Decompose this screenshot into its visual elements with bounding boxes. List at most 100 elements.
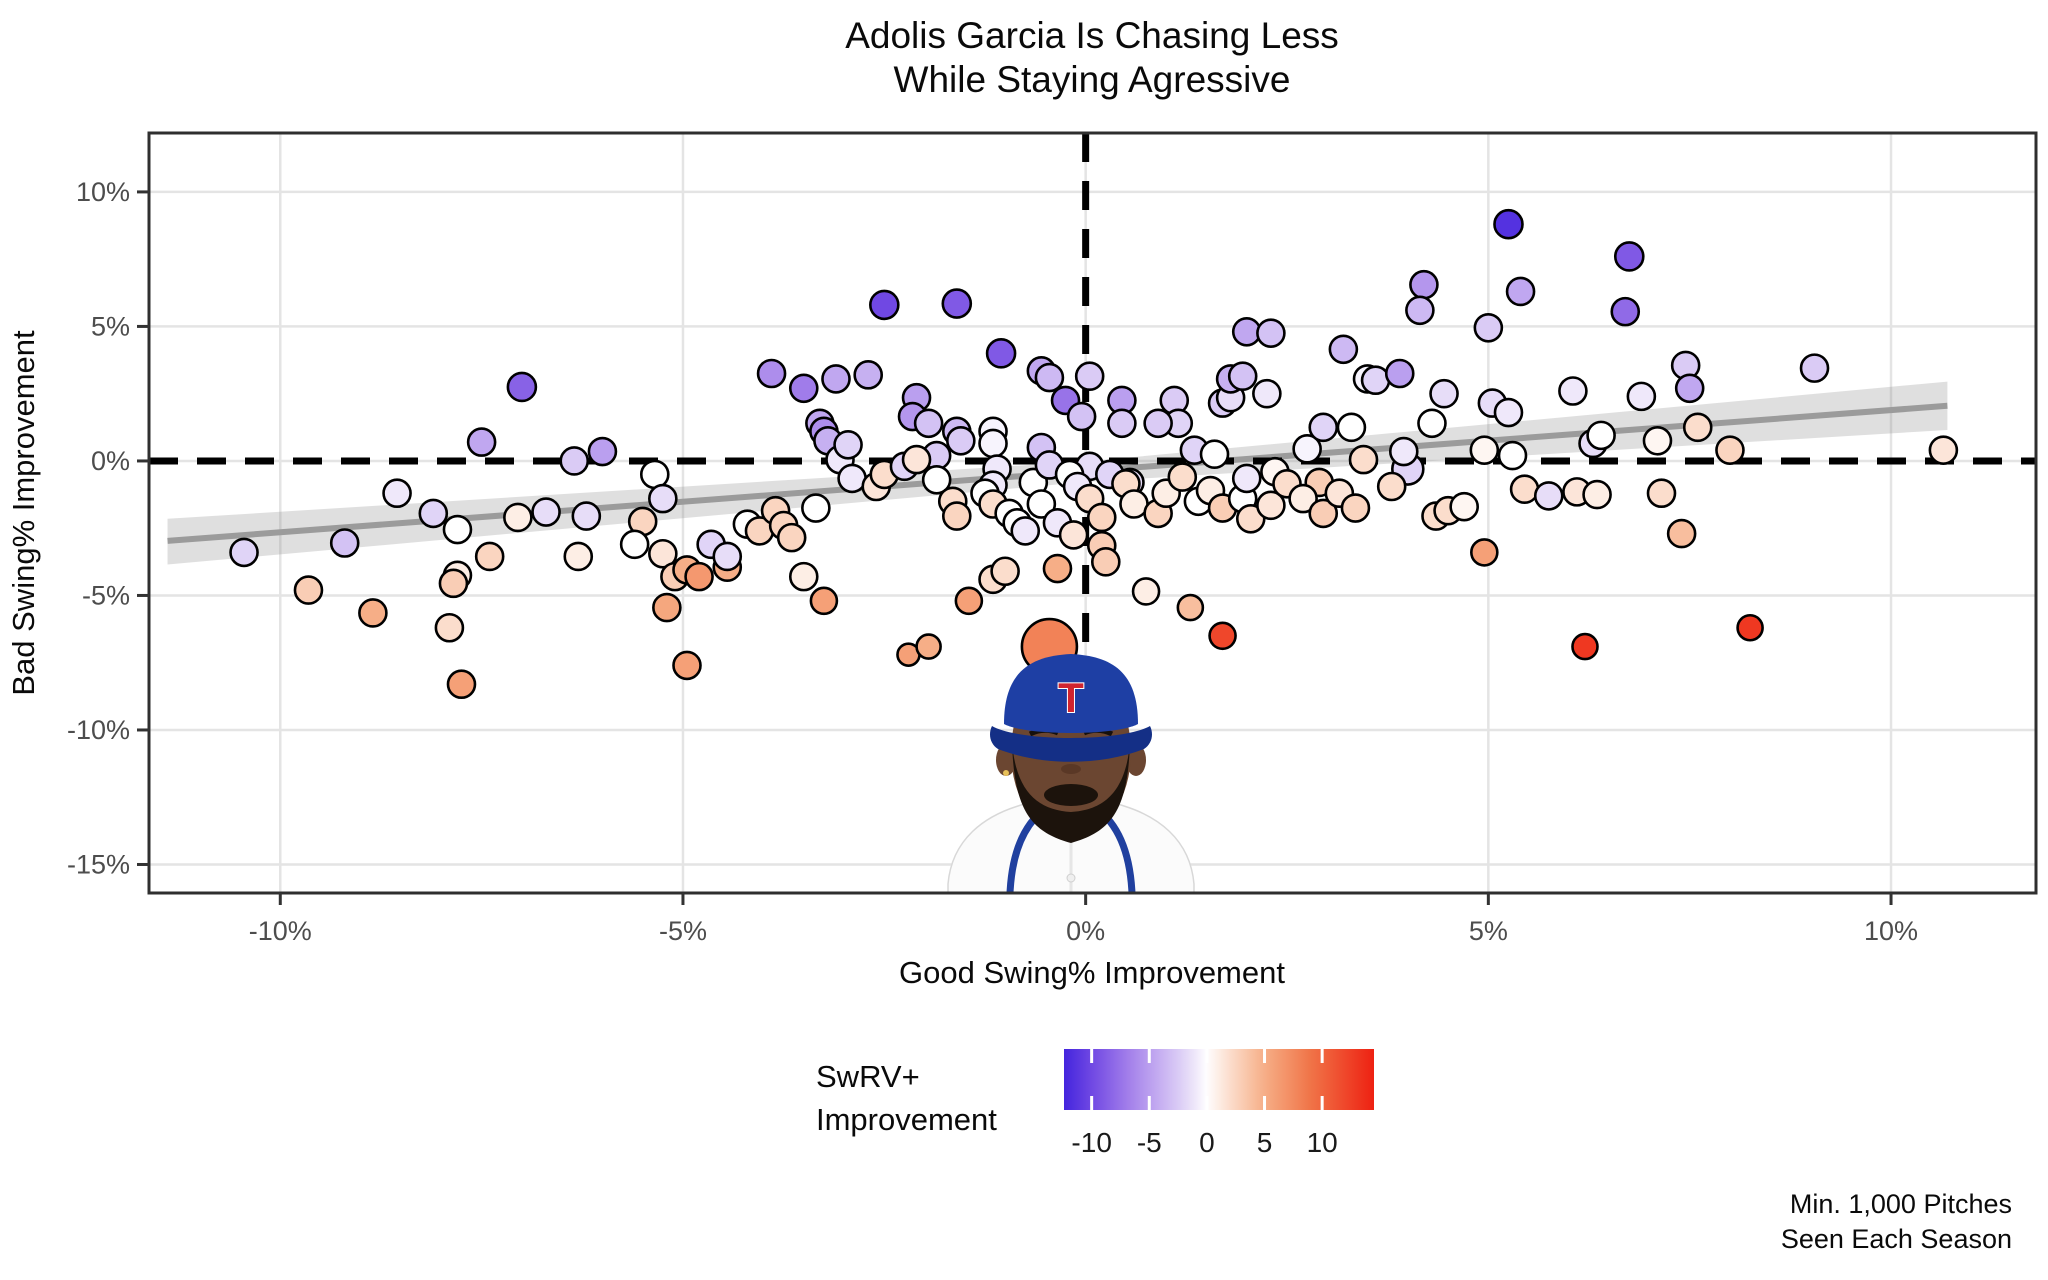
scatter-point — [833, 430, 863, 460]
scatter-point — [1928, 435, 1959, 465]
scatter-point — [684, 561, 714, 592]
scatter-point — [1199, 439, 1230, 470]
scatter-point — [978, 428, 1008, 459]
scatter-point — [1429, 378, 1459, 409]
scatter-point — [1405, 295, 1435, 326]
scatter-point — [990, 556, 1020, 587]
scatter-point — [1328, 334, 1359, 365]
scatter-point — [434, 612, 465, 643]
scatter-points — [229, 208, 1959, 700]
scatter-point — [446, 669, 477, 700]
plot-panel-border — [147, 131, 2038, 895]
scatter-point — [1308, 412, 1339, 443]
scatter-point — [1090, 547, 1121, 577]
chart-title-line1: Adolis Garcia Is Chasing Less — [845, 15, 1339, 56]
scatter-point — [466, 427, 497, 457]
scatter-point — [901, 444, 932, 475]
scatter-point — [1582, 479, 1612, 510]
cap-crown — [1004, 654, 1138, 733]
scatter-point — [869, 289, 900, 321]
scatter-point — [1231, 463, 1262, 494]
x-tick-label: -5% — [659, 916, 707, 946]
scatter-point — [913, 408, 944, 439]
y-tick-label: 10% — [76, 177, 130, 207]
scatter-point — [1066, 401, 1097, 432]
scatter-point — [1493, 208, 1524, 240]
scatter-point — [1336, 412, 1367, 443]
scatter-point — [229, 537, 259, 568]
scatter-point — [712, 541, 743, 572]
legend-tick-label: -5 — [1137, 1127, 1162, 1158]
scatter-point — [1107, 408, 1137, 439]
legend-tick-label: -10 — [1071, 1127, 1111, 1158]
axis-ticks: -10% -5% 0% 5% 10% 10% 5% 0% -5% -10% -15% — [67, 177, 1918, 946]
scatter-point — [293, 575, 324, 605]
x-tick-label: -10% — [249, 916, 312, 946]
scatter-point — [329, 528, 360, 558]
legend-title-line1: SwRV+ — [816, 1059, 920, 1094]
scatter-point — [985, 338, 1017, 369]
cap-brim — [990, 726, 1152, 762]
scatter-point — [1384, 358, 1415, 389]
scatter-point — [921, 464, 952, 495]
scatter-point — [652, 592, 682, 623]
y-tick-label: 5% — [91, 311, 130, 341]
scatter-point — [1235, 503, 1266, 534]
scatter-point — [1493, 397, 1524, 428]
scatter-point — [648, 483, 678, 514]
scatter-point — [946, 425, 976, 456]
scatter-point — [1682, 412, 1713, 443]
scatter-point — [788, 561, 819, 592]
scatter-point — [531, 497, 561, 527]
scatter-point — [1360, 365, 1391, 396]
scatter-point — [619, 529, 650, 560]
scatter-point — [1026, 489, 1057, 519]
scatter-point — [941, 501, 972, 531]
scatter-point — [1449, 491, 1479, 522]
y-axis-title: Bad Swing% Improvement — [6, 330, 41, 696]
scatter-point — [587, 436, 618, 467]
y-tick-label: -5% — [82, 580, 130, 610]
scatter-point — [756, 358, 787, 389]
scatter-point — [1288, 483, 1318, 514]
scatter-point — [1074, 361, 1105, 392]
scatter-point — [559, 446, 590, 476]
scatter-point — [1736, 613, 1764, 642]
scatter-point — [1571, 632, 1599, 661]
scatter-point — [1131, 577, 1161, 606]
scatter-point — [821, 364, 851, 394]
scatter-point — [1533, 481, 1564, 511]
legend-tick-label: 5 — [1257, 1127, 1273, 1158]
scatter-point — [1469, 435, 1500, 465]
scatter-point — [1613, 241, 1645, 272]
scatter-point — [788, 373, 819, 404]
scatter-point — [1176, 593, 1205, 622]
x-tick-label: 10% — [1864, 916, 1918, 946]
scatter-point — [639, 459, 670, 490]
scatter-point — [1505, 276, 1536, 307]
scatter-point — [1666, 518, 1697, 549]
x-axis-title: Good Swing% Improvement — [899, 955, 1285, 990]
scatter-point — [1799, 353, 1830, 383]
scatter-point — [672, 650, 702, 681]
scatter-point — [382, 478, 412, 509]
scatter-point — [1646, 478, 1677, 509]
scatter-point — [1348, 444, 1379, 475]
color-legend: SwRV+ Improvement -10 -5 0 5 10 — [816, 1049, 1374, 1158]
x-tick-label: 0% — [1066, 916, 1105, 946]
cap-letter: T — [1058, 674, 1084, 721]
scatter-point — [1042, 553, 1073, 584]
scatter-point — [954, 586, 984, 616]
scatter-point — [1715, 435, 1745, 465]
scatter-point — [1292, 434, 1322, 464]
scatter-point — [1674, 373, 1705, 404]
scatter-point — [438, 568, 469, 599]
mustache — [1044, 784, 1098, 806]
scatter-point — [1058, 520, 1089, 550]
y-tick-label: 0% — [91, 446, 130, 476]
footnote-line2: Seen Each Season — [1781, 1224, 2012, 1254]
scatter-point — [1417, 408, 1447, 439]
scatter-point — [1143, 408, 1173, 439]
legend-gradient-bar — [1064, 1049, 1374, 1110]
